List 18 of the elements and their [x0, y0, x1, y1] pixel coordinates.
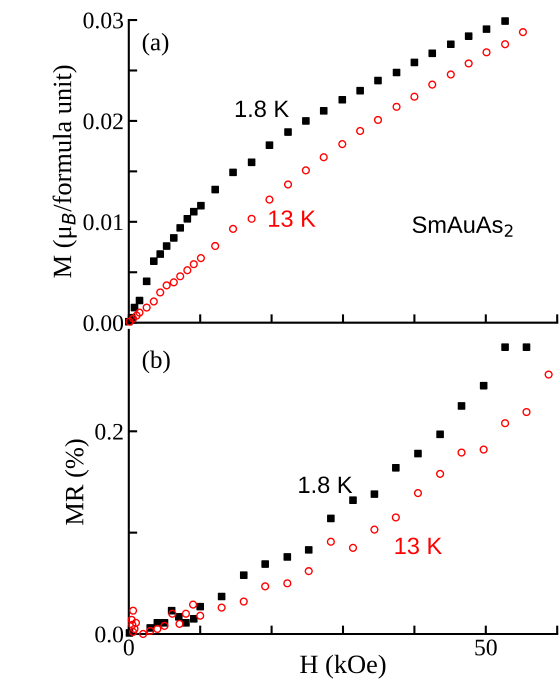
y-tick-label: 0.01	[84, 214, 123, 230]
series-label: 1.8 K	[236, 100, 289, 118]
x-tick-label: 0	[124, 640, 134, 656]
annotation: (a)	[142, 32, 168, 56]
series-label: 13 K	[395, 538, 442, 554]
y-tick-label: 0.03	[84, 12, 124, 29]
series-label: 1.8 K	[299, 476, 352, 494]
x-axis-title: H (kOe)	[300, 654, 386, 679]
y-axis-title: MR (%)	[64, 440, 89, 525]
y-tick-label: 0.00	[84, 315, 124, 332]
y-tick-label: 0.02	[84, 113, 123, 130]
annotation: SmAuAs$_{2}$	[412, 216, 512, 237]
annotation: (b)	[142, 350, 170, 374]
y-tick-label: 0.0	[95, 626, 124, 643]
y-axis-title: M (μ$_{B}$/formula unit)	[52, 66, 77, 278]
series-label: 13 K	[269, 210, 316, 228]
y-tick-label: 0.2	[95, 424, 123, 440]
x-tick-label: 50	[475, 640, 497, 656]
